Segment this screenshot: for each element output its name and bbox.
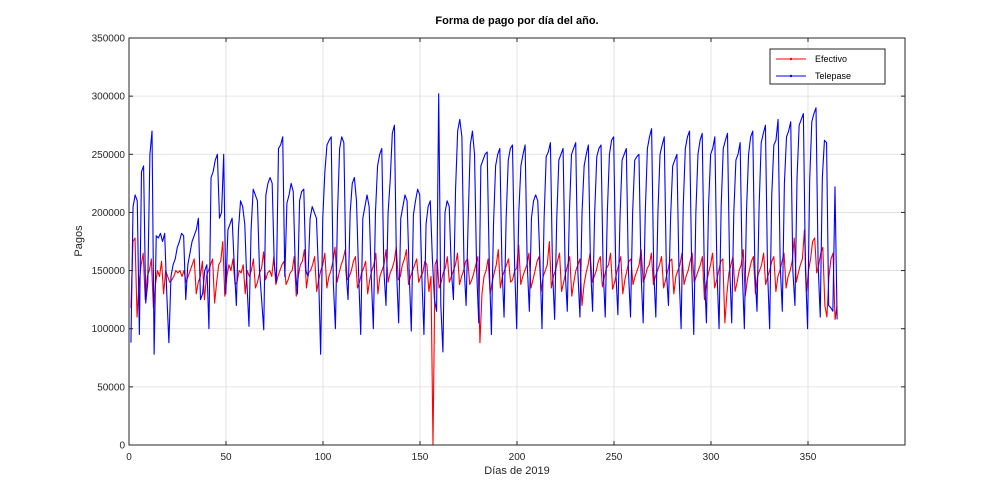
- y-tick-label: 0: [119, 441, 125, 452]
- legend: Efectivo Telepase: [769, 48, 886, 85]
- y-tick-label: 100000: [92, 324, 126, 335]
- x-tick-label: 200: [509, 452, 526, 463]
- legend-marker-telepase: [789, 74, 793, 78]
- legend-box: [769, 48, 886, 85]
- x-tick-label: 50: [220, 452, 232, 463]
- y-tick-label: 50000: [97, 382, 125, 393]
- plot-lines: [130, 93, 838, 446]
- x-axis-label: Días de 2019: [484, 465, 549, 477]
- x-tick-label: 100: [315, 452, 332, 463]
- axis-ticks: 0 50 100 150 200 250 300 350 0 50000 100000 150000 2…: [92, 34, 905, 463]
- legend-label-telepase: Telepase: [815, 71, 851, 81]
- series-line-telepase: [130, 93, 838, 355]
- x-tick-label: 250: [606, 452, 623, 463]
- legend-label-efectivo: Efectivo: [815, 54, 847, 64]
- y-tick-label: 350000: [92, 34, 126, 45]
- x-tick-label: 350: [800, 452, 817, 463]
- y-tick-label: 300000: [92, 92, 126, 103]
- y-tick-label: 150000: [92, 266, 126, 277]
- y-axis-label: Pagos: [73, 225, 85, 257]
- x-tick-label: 300: [703, 452, 720, 463]
- y-tick-label: 200000: [92, 208, 126, 219]
- legend-marker-efectivo: [789, 57, 793, 61]
- x-tick-label: 0: [126, 452, 132, 463]
- chart-title: Forma de pago por día del año.: [435, 15, 598, 27]
- y-tick-label: 250000: [92, 150, 126, 161]
- series-line-efectivo: [130, 229, 838, 446]
- x-tick-label: 150: [412, 452, 429, 463]
